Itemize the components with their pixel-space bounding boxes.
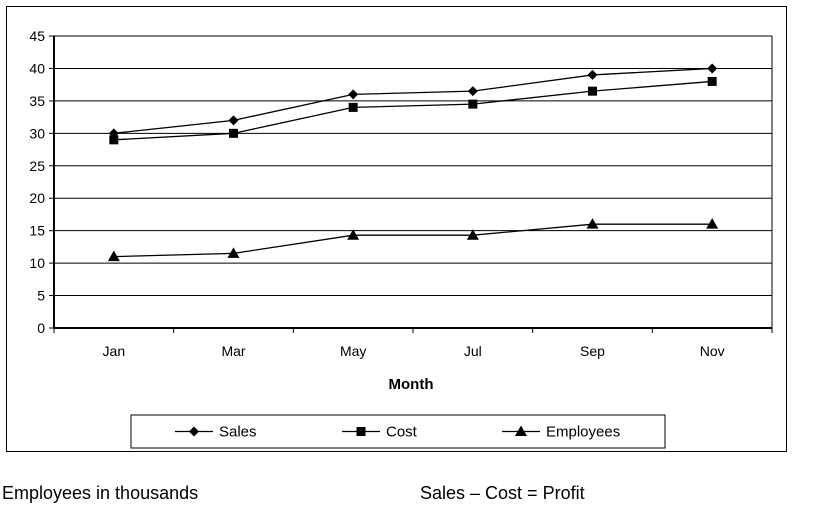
legend-box [130, 414, 666, 449]
data-point-cost [348, 102, 358, 112]
legend-marker-employees [515, 425, 527, 436]
legend: Sales Cost Employees [130, 414, 666, 449]
legend-marker-sales [189, 426, 199, 437]
grid-lines [54, 35, 772, 297]
employees-unit-note: Employees in thousands [2, 483, 199, 503]
data-point-sales [467, 86, 478, 97]
data-point-employees [586, 218, 599, 229]
y-tick-label: 40 [29, 60, 45, 76]
y-tick-label: 10 [29, 255, 45, 271]
data-point-sales [348, 89, 359, 100]
x-tick-label: Jan [103, 343, 126, 359]
axes: 0 5 10 15 20 25 30 35 40 45 Jan Mar May Jul Sep Nov [29, 28, 773, 359]
data-point-employees [227, 247, 240, 258]
profit-formula-note: Sales – Cost = Profit [420, 483, 585, 503]
x-tick-label: May [340, 343, 366, 359]
y-tick-label: 0 [37, 320, 45, 336]
data-point-employees [466, 229, 479, 240]
data-point-sales [587, 69, 598, 80]
data-point-sales [228, 115, 239, 126]
data-point-cost [229, 128, 238, 138]
chart-frame [6, 6, 787, 452]
y-tick-label: 45 [29, 28, 45, 44]
legend-label-employees: Employees [546, 424, 620, 441]
series-line-sales [113, 67, 713, 134]
x-tick-label: Nov [700, 343, 725, 359]
series-lines [107, 63, 719, 262]
data-point-sales [707, 63, 718, 74]
x-tick-label: Mar [221, 343, 245, 359]
series-line-employees [113, 223, 713, 258]
y-tick-label: 30 [29, 125, 45, 141]
data-point-cost [707, 76, 717, 86]
x-axis-label: Month [389, 376, 434, 393]
x-tick-label: Sep [580, 343, 605, 359]
data-point-employees [347, 229, 360, 240]
data-point-employees [706, 218, 719, 229]
y-tick-label: 15 [29, 223, 45, 239]
series-line-cost [113, 80, 713, 141]
y-tick-label: 25 [29, 158, 45, 174]
legend-label-cost: Cost [386, 424, 418, 441]
data-point-cost [468, 99, 478, 109]
legend-marker-cost [356, 427, 366, 436]
y-tick-label: 5 [37, 288, 45, 304]
x-tick-label: Jul [464, 343, 482, 359]
legend-label-sales: Sales [219, 424, 257, 441]
data-point-cost [588, 86, 597, 96]
data-point-employees [107, 250, 120, 262]
data-point-cost [109, 135, 119, 145]
y-tick-label: 20 [29, 190, 45, 206]
y-tick-label: 35 [29, 93, 45, 109]
